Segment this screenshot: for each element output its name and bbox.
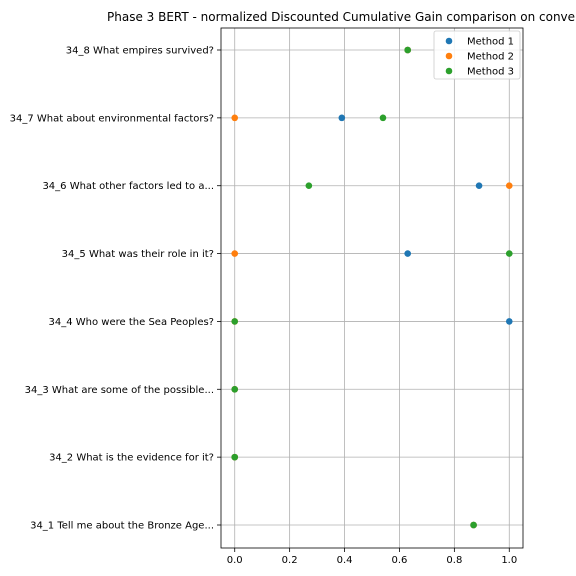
legend-marker <box>445 52 453 60</box>
series-method-1 <box>231 46 513 529</box>
data-point <box>404 46 411 54</box>
data-point <box>470 521 477 529</box>
data-point <box>379 114 387 122</box>
x-tick-label: 0.2 <box>282 555 298 566</box>
data-point <box>505 318 513 325</box>
data-point <box>475 182 483 190</box>
legend-label: Method 3 <box>467 67 514 78</box>
series-method-2 <box>231 46 513 529</box>
data-point <box>505 250 513 257</box>
grid <box>221 28 523 548</box>
y-tick-label: 34_5 What was their role in it? <box>62 249 214 260</box>
data-point <box>305 182 313 190</box>
data-points <box>231 46 513 529</box>
x-tick-label: 0.8 <box>446 555 462 566</box>
legend-label: Method 2 <box>467 52 514 63</box>
data-point <box>338 114 346 122</box>
data-point <box>231 385 239 393</box>
chart-title: Phase 3 BERT - normalized Discounted Cum… <box>107 10 575 24</box>
legend: Method 1 Method 2 Method 3 <box>433 30 521 80</box>
x-tick-label: 0.0 <box>227 555 243 566</box>
data-point <box>505 182 513 190</box>
x-tick-label: 0.6 <box>392 555 408 566</box>
legend-label: Method 1 <box>467 37 514 48</box>
y-tick-label: 34_2 What is the evidence for it? <box>49 453 214 464</box>
y-tick-label: 34_6 What other factors led to a... <box>42 181 214 192</box>
legend-marker <box>445 37 453 45</box>
y-axis: 34_1 Tell me about the Bronze Age... 34_2… <box>10 46 221 532</box>
y-tick-label: 34_3 What are some of the possible... <box>25 385 214 396</box>
y-tick-label: 34_4 Who were the Sea Peoples? <box>49 317 214 328</box>
x-axis: 0.0 0.2 0.4 0.6 0.8 1.0 <box>227 548 517 566</box>
data-point <box>231 250 239 257</box>
y-tick-label: 34_1 Tell me about the Bronze Age... <box>30 521 214 532</box>
y-tick-label: 34_8 What empires survived? <box>66 46 214 57</box>
data-point <box>404 250 411 257</box>
legend-marker <box>445 67 453 75</box>
series-method-3 <box>231 46 513 529</box>
data-point <box>231 318 239 325</box>
axes-frame <box>220 27 524 549</box>
data-point <box>231 453 239 461</box>
y-tick-label: 34_7 What about environmental factors? <box>10 113 214 124</box>
x-tick-label: 0.4 <box>337 555 353 566</box>
legend-box <box>433 30 521 80</box>
x-tick-label: 1.0 <box>501 555 517 566</box>
data-point <box>231 114 239 122</box>
